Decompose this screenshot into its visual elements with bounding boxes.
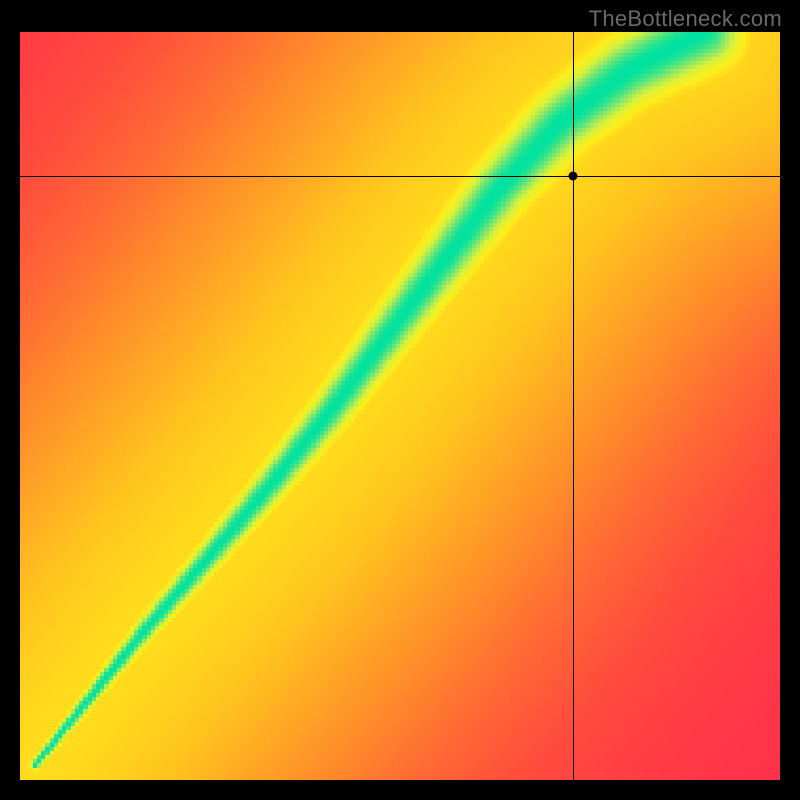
container: TheBottleneck.com <box>0 0 800 800</box>
heatmap-canvas <box>20 32 780 780</box>
watermark-text: TheBottleneck.com <box>589 6 782 32</box>
crosshair-dot <box>568 172 577 181</box>
crosshair-horizontal <box>20 176 780 177</box>
crosshair-vertical <box>573 32 574 780</box>
heatmap-plot <box>20 32 780 780</box>
